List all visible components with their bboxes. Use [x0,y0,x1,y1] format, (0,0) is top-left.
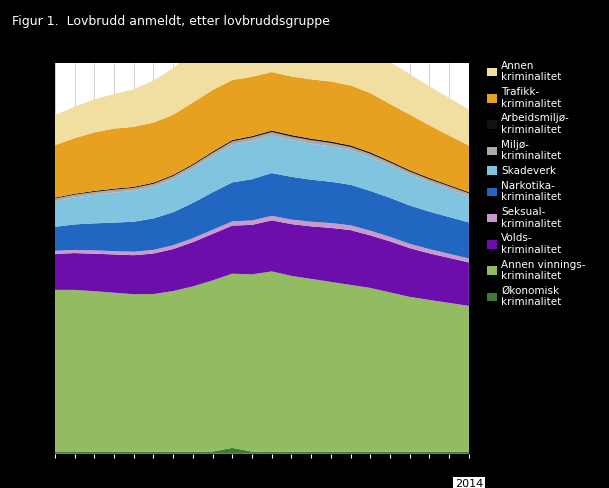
Text: Figur 1.  Lovbrudd anmeldt, etter lovbruddsgruppe: Figur 1. Lovbrudd anmeldt, etter lovbrud… [12,15,330,28]
Text: 2014: 2014 [455,479,483,488]
Legend: Annen
kriminalitet, Trafikk-
kriminalitet, Arbeidsmiljø-
kriminalitet, Miljø-
kr: Annen kriminalitet, Trafikk- kriminalite… [487,61,586,307]
